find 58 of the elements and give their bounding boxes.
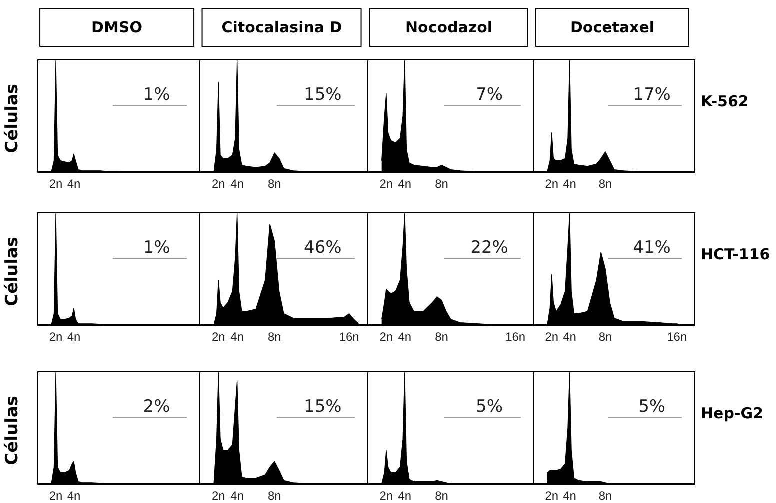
x-tick-label: 8n (598, 330, 612, 344)
x-tick-label: 2n (49, 330, 63, 344)
annotation: 15% (277, 84, 355, 106)
x-tick-label: 8n (268, 489, 282, 503)
chart-title: Nocodazol (405, 18, 493, 36)
x-tick-label: 4n (398, 489, 412, 503)
x-tick-label: 16n (667, 330, 688, 344)
x-tick-label: 2n (545, 489, 559, 503)
chart-title: Docetaxel (570, 18, 655, 36)
x-tick-label: 8n (598, 489, 612, 503)
x-tick-label: 8n (598, 177, 612, 191)
x-tick-label: 2n (212, 489, 226, 503)
chart-title: Citocalasina D (222, 18, 342, 36)
y2-axis-title: Hep-G2 (701, 404, 764, 422)
annotation: 22% (444, 238, 521, 259)
x-tick-label: 16n (339, 330, 360, 344)
x-tick-label: 2n (545, 177, 559, 191)
annotation: 1% (112, 84, 188, 106)
annotation: 46% (277, 238, 355, 259)
x-tick-label: 8n (435, 330, 448, 344)
x-tick-label: 4n (230, 177, 244, 191)
annotation: 15% (277, 396, 355, 418)
x-tick-label: 2n (380, 489, 394, 503)
x-tick-label: 2n (545, 330, 559, 344)
x-tick-label: 2n (212, 177, 226, 191)
x-tick-label: 2n (49, 177, 63, 191)
x-tick-label: 4n (398, 330, 412, 344)
y2-axis-title: K-562 (701, 92, 749, 110)
y-axis-title: Células (2, 236, 22, 306)
annotation: 5% (608, 396, 682, 418)
x-tick-label: 8n (268, 177, 282, 191)
annotation: 1% (112, 238, 188, 259)
x-tick-label: 2n (49, 489, 63, 503)
x-tick-label: 4n (230, 330, 244, 344)
annotation: 2% (112, 396, 188, 418)
chart-title: DMSO (92, 18, 142, 36)
annotation: 41% (608, 238, 682, 259)
annotation: 5% (444, 396, 521, 418)
x-tick-label: 4n (67, 177, 81, 191)
x-tick-label: 4n (398, 177, 412, 191)
y-axis-title: Células (2, 84, 22, 154)
x-tick-label: 8n (435, 489, 448, 503)
x-tick-label: 2n (212, 330, 226, 344)
x-tick-label: 16n (506, 330, 526, 344)
annotation: 17% (608, 84, 682, 106)
x-tick-label: 4n (563, 177, 576, 191)
x-tick-label: 4n (67, 330, 81, 344)
y-axis-title: Células (2, 396, 22, 466)
x-tick-label: 4n (67, 489, 81, 503)
x-tick-label: 4n (563, 489, 576, 503)
x-tick-label: 2n (380, 330, 394, 344)
x-tick-label: 8n (268, 330, 282, 344)
annotation: 7% (444, 84, 521, 106)
x-tick-label: 4n (230, 489, 244, 503)
x-tick-label: 4n (563, 330, 576, 344)
y2-axis-title: HCT-116 (701, 246, 770, 264)
x-tick-label: 8n (435, 177, 448, 191)
x-tick-label: 2n (380, 177, 394, 191)
